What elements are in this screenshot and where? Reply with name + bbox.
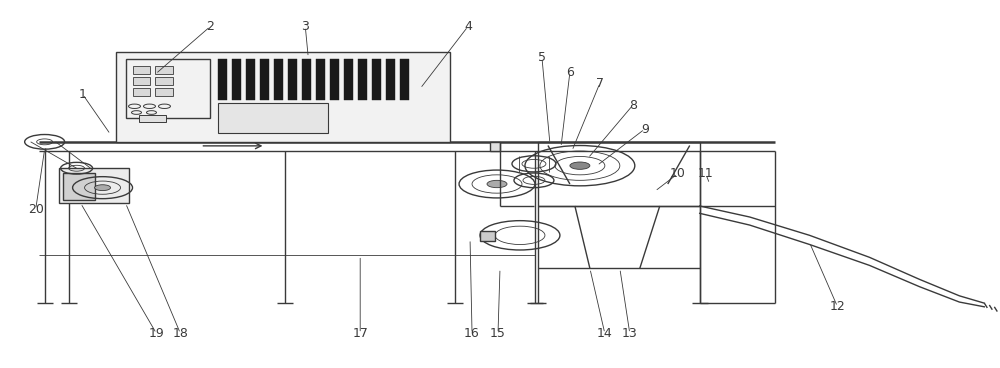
Bar <box>316 59 325 100</box>
Text: 19: 19 <box>149 327 164 340</box>
Bar <box>260 59 269 100</box>
Bar <box>218 103 328 133</box>
Bar <box>155 66 173 74</box>
Bar <box>330 59 339 100</box>
Bar <box>480 231 495 241</box>
Text: 20: 20 <box>28 203 44 216</box>
Text: 17: 17 <box>352 327 368 340</box>
Bar <box>139 115 166 122</box>
Text: 14: 14 <box>597 327 613 340</box>
Bar <box>218 59 227 100</box>
Text: 11: 11 <box>698 167 714 180</box>
Bar <box>126 59 210 118</box>
Bar <box>59 168 129 203</box>
Bar <box>358 59 367 100</box>
Text: 6: 6 <box>566 66 574 79</box>
Circle shape <box>95 185 111 191</box>
Bar <box>232 59 241 100</box>
Text: 2: 2 <box>206 20 214 33</box>
Text: 1: 1 <box>79 88 87 101</box>
Text: 15: 15 <box>490 327 506 340</box>
Bar <box>133 77 150 85</box>
Bar <box>246 59 255 100</box>
Bar <box>386 59 395 100</box>
Text: 5: 5 <box>538 51 546 64</box>
Text: 3: 3 <box>301 20 309 33</box>
Text: 12: 12 <box>830 300 845 313</box>
Bar <box>133 88 150 96</box>
Bar <box>372 59 381 100</box>
Text: 7: 7 <box>596 77 604 90</box>
Bar <box>490 142 500 151</box>
Bar <box>63 173 95 201</box>
Circle shape <box>487 180 507 188</box>
Text: 4: 4 <box>464 20 472 33</box>
Text: 13: 13 <box>622 327 638 340</box>
Text: 9: 9 <box>641 123 649 135</box>
Bar <box>155 88 173 96</box>
Circle shape <box>570 162 590 169</box>
Bar <box>116 52 450 142</box>
Bar <box>288 59 297 100</box>
Bar <box>538 206 700 268</box>
Bar <box>274 59 283 100</box>
Bar <box>302 59 311 100</box>
Text: 10: 10 <box>670 167 686 180</box>
Bar <box>344 59 353 100</box>
Text: 16: 16 <box>464 327 480 340</box>
Bar <box>133 66 150 74</box>
Text: 8: 8 <box>629 99 637 112</box>
Bar <box>400 59 409 100</box>
Bar <box>155 77 173 85</box>
Text: 18: 18 <box>173 327 188 340</box>
